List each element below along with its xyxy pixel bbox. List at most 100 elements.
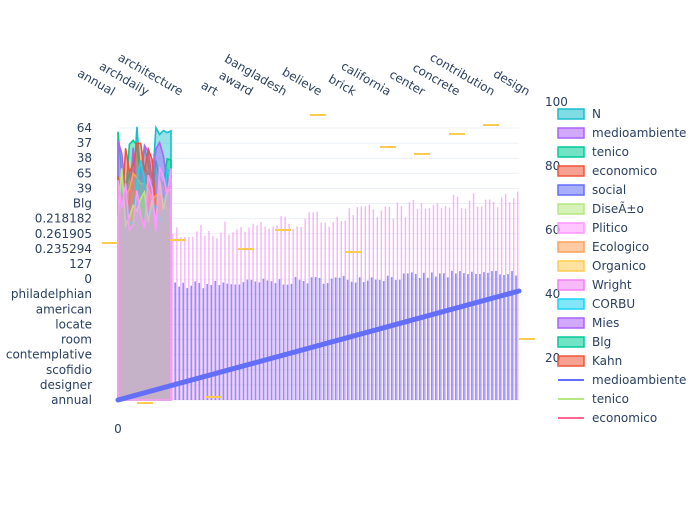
bar: [318, 277, 321, 400]
bar: [278, 279, 281, 400]
bar: [150, 285, 152, 400]
legend-item[interactable]: Kahn: [592, 354, 622, 368]
bar: [146, 287, 148, 400]
legend-item[interactable]: Organico: [592, 259, 646, 273]
bar: [500, 197, 503, 400]
bar: [402, 273, 405, 400]
bar: [192, 236, 194, 400]
bar: [182, 282, 185, 400]
bar: [224, 221, 226, 400]
y-tick-label: contemplative: [6, 348, 92, 362]
legend-swatch: [557, 279, 585, 291]
bar: [194, 281, 197, 400]
bar: [172, 233, 174, 400]
bar: [272, 226, 274, 400]
bar: [330, 278, 333, 400]
bar: [306, 283, 309, 400]
bar: [236, 229, 238, 400]
top-x-tick-label: design: [491, 67, 532, 99]
right-y-tick-label: 60: [545, 223, 560, 237]
bar: [158, 283, 160, 400]
bar: [380, 210, 383, 400]
bar: [428, 208, 431, 400]
y-tick-label: 0: [84, 272, 92, 286]
legend-item[interactable]: social: [592, 183, 626, 197]
bar: [332, 221, 334, 400]
legend-item[interactable]: economico: [592, 411, 657, 425]
y-tick-label: annual: [51, 393, 92, 407]
bar: [459, 271, 461, 400]
bar: [250, 279, 253, 400]
bar: [436, 203, 439, 400]
bar: [188, 236, 190, 400]
bar: [516, 191, 519, 400]
bar: [358, 277, 361, 400]
legend-swatch: [557, 203, 585, 215]
bar: [300, 227, 302, 400]
legend-item[interactable]: Ecologico: [592, 240, 649, 254]
bar: [222, 282, 225, 400]
bar: [455, 273, 457, 400]
legend-item[interactable]: tenico: [592, 145, 629, 159]
legend-swatch: [557, 336, 585, 348]
bar: [122, 289, 124, 400]
bar: [312, 212, 314, 400]
legend-item[interactable]: Mies: [592, 316, 619, 330]
bar: [296, 226, 298, 400]
bar: [140, 236, 142, 400]
bar: [130, 288, 132, 400]
y-tick-label: 37: [77, 136, 92, 150]
marker-layer: [102, 114, 535, 404]
legend-item[interactable]: medioambiente: [592, 373, 686, 387]
bar: [340, 220, 342, 400]
bar: [508, 202, 511, 400]
bar: [372, 209, 375, 400]
legend-item[interactable]: economico: [592, 164, 657, 178]
bar: [118, 291, 120, 400]
bar: [443, 273, 445, 400]
bar: [286, 284, 289, 400]
bar: [200, 225, 202, 400]
right-y-tick-label: 100: [545, 95, 568, 109]
bar: [248, 227, 250, 400]
top-x-tick-label: believe: [280, 65, 325, 99]
legend-swatch: [557, 317, 585, 329]
legend-item[interactable]: DiseÃ±o: [592, 201, 644, 216]
bar: [320, 222, 322, 400]
bar: [418, 278, 421, 400]
legend-item[interactable]: tenico: [592, 392, 629, 406]
y-tick-label: american: [36, 302, 92, 316]
bar: [396, 202, 399, 400]
legend-item[interactable]: Wright: [592, 278, 632, 292]
bar: [280, 216, 282, 400]
bar: [276, 225, 278, 400]
bar: [406, 273, 409, 400]
bar: [148, 234, 150, 400]
bar: [314, 277, 317, 400]
bar: [134, 285, 136, 400]
legend-item[interactable]: N: [592, 107, 601, 121]
area-layer: [117, 124, 172, 401]
legend-item[interactable]: CORBU: [592, 297, 635, 311]
bar: [142, 284, 144, 400]
bar: [448, 207, 451, 400]
bar: [386, 275, 389, 400]
y-axis-right: 20 40 60 80 100: [545, 95, 568, 365]
bar: [176, 227, 178, 400]
legend-item[interactable]: Plitico: [592, 221, 628, 235]
bar: [316, 211, 318, 400]
bar: [138, 285, 140, 400]
bar: [202, 288, 205, 400]
bar: [180, 237, 182, 400]
bar: [352, 215, 354, 400]
y-tick-label: 0.261905: [35, 227, 92, 241]
legend-item[interactable]: Blg: [592, 335, 611, 349]
legend-item[interactable]: medioambiente: [592, 126, 686, 140]
right-y-tick-label: 80: [545, 159, 560, 173]
legend-swatch: [557, 127, 585, 139]
legend-swatch: [557, 108, 585, 120]
bar: [463, 273, 465, 400]
y-tick-label: Blg: [73, 197, 92, 211]
